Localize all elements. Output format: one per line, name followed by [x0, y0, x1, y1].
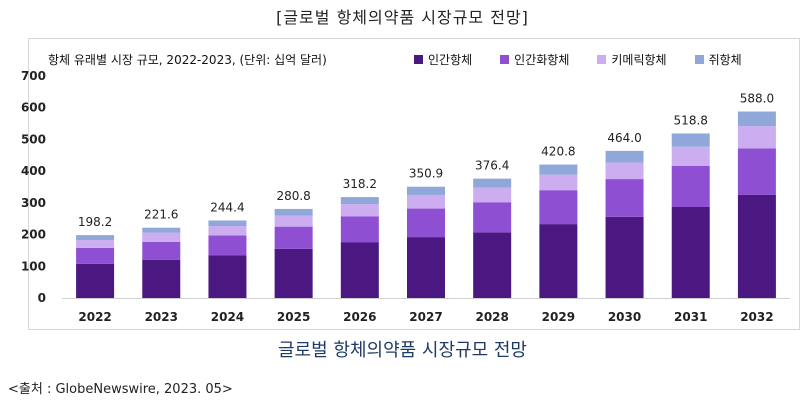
- legend-item-chimeric: 키메릭항체: [597, 51, 667, 68]
- bar-segment: [539, 164, 578, 175]
- bar-total-label: 588.0: [740, 92, 774, 106]
- source-note: <출처 : GlobeNewswire, 2023. 05>: [8, 382, 233, 397]
- bar-segment: [605, 150, 644, 163]
- bar-segment: [671, 146, 710, 166]
- bar-segment: [76, 263, 115, 298]
- bar-segment: [76, 235, 115, 240]
- legend-label: 인간항체: [428, 53, 473, 67]
- bar-segment: [671, 206, 710, 298]
- bar-total-label: 221.6: [144, 208, 178, 222]
- y-tick-label: 100: [21, 259, 46, 273]
- bar-segment: [208, 226, 247, 236]
- legend-swatch: [694, 55, 704, 64]
- bar-segment: [473, 178, 512, 188]
- bar-segment: [539, 224, 578, 298]
- x-tick-label: 2026: [343, 310, 376, 324]
- header-title: [글로벌 항체의약품 시장규모 전망]: [276, 8, 529, 27]
- y-tick-label: 400: [21, 164, 46, 178]
- bar-total-label: 350.9: [409, 167, 443, 181]
- bar-segment: [671, 133, 710, 147]
- legend-item-humanized: 인간화항체: [500, 51, 569, 68]
- bar-segment: [208, 235, 247, 256]
- bar-segment: [473, 232, 512, 298]
- chart-legend: 인간항체 인간화항체 키메릭항체 쥐항체: [414, 51, 742, 68]
- bar-segment: [142, 232, 181, 242]
- bar-segment: [274, 208, 313, 216]
- bar-segment: [671, 165, 710, 207]
- bar-segment: [208, 220, 247, 227]
- y-tick-label: 0: [38, 291, 46, 305]
- legend-swatch: [414, 55, 423, 64]
- legend-label: 인간화항체: [514, 53, 570, 67]
- x-tick-label: 2023: [145, 310, 178, 324]
- bar-total-label: 318.2: [343, 177, 377, 191]
- bar-segment: [274, 215, 313, 227]
- x-tick-label: 2022: [78, 310, 111, 324]
- bar-total-label: 464.0: [607, 131, 641, 145]
- bar-segment: [539, 190, 578, 225]
- bar-segment: [473, 187, 512, 203]
- bar-segment: [340, 197, 379, 205]
- bar-segment: [605, 216, 644, 298]
- bar-total-label: 376.4: [475, 159, 509, 173]
- bar-total-label: 280.8: [276, 189, 310, 203]
- bar-segment: [340, 204, 379, 217]
- figure-caption: 글로벌 항체의약품 시장규모 전망: [277, 340, 527, 361]
- legend-label: 쥐항체: [708, 53, 742, 67]
- y-tick-label: 200: [21, 228, 46, 242]
- y-tick-label: 700: [21, 69, 46, 83]
- bar-segment: [76, 247, 115, 264]
- bar-total-label: 420.8: [541, 145, 575, 159]
- bar-segment: [274, 248, 313, 298]
- bar-segment: [142, 241, 181, 260]
- bar-segment: [473, 202, 512, 233]
- x-tick-label: 2030: [608, 310, 641, 324]
- bar-segment: [208, 255, 247, 298]
- x-tick-label: 2028: [475, 310, 508, 324]
- bar-segment: [340, 242, 379, 298]
- bar-segment: [407, 186, 445, 195]
- bar-segment: [737, 111, 776, 127]
- bar-segment: [407, 194, 445, 209]
- legend-swatch: [597, 55, 607, 64]
- legend-item-murine: 쥐항체: [694, 51, 742, 68]
- x-tick-label: 2032: [740, 310, 773, 324]
- bar-total-label: 518.8: [674, 113, 708, 127]
- x-tick-label: 2025: [277, 310, 310, 324]
- bar-segment: [274, 226, 313, 249]
- x-tick-label: 2027: [409, 310, 442, 324]
- y-tick-label: 300: [21, 196, 46, 210]
- legend-item-human: 인간항체: [414, 51, 472, 68]
- bar-total-label: 198.2: [78, 215, 112, 229]
- y-tick-label: 600: [21, 101, 46, 115]
- bar-segment: [142, 259, 181, 298]
- bar-segment: [737, 148, 776, 195]
- chart-subtitle: 항체 유래별 시장 규모, 2022-2023, (단위: 십억 달러): [48, 53, 327, 67]
- bar-segment: [407, 208, 445, 238]
- y-tick-label: 500: [21, 132, 46, 146]
- bar-segment: [76, 239, 115, 248]
- bar-total-label: 244.4: [210, 200, 244, 214]
- bar-segment: [340, 216, 379, 243]
- x-tick-label: 2024: [211, 310, 244, 324]
- x-tick-label: 2029: [542, 310, 575, 324]
- bar-segment: [142, 227, 181, 233]
- x-tick-label: 2031: [674, 310, 707, 324]
- bar-segment: [407, 237, 445, 298]
- bar-segment: [605, 162, 644, 180]
- bar-segment: [605, 179, 644, 217]
- bar-segment: [737, 194, 776, 298]
- legend-swatch: [500, 55, 510, 64]
- legend-label: 키메릭항체: [611, 53, 667, 67]
- bar-segment: [539, 174, 578, 191]
- bar-segment: [737, 126, 776, 149]
